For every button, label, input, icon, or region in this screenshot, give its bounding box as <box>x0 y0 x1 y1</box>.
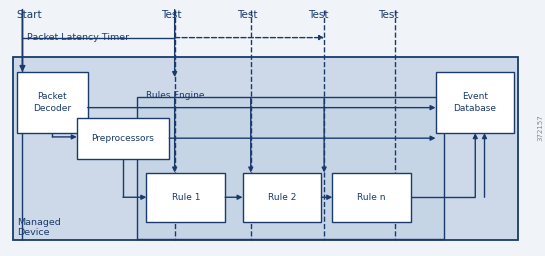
Text: Preprocessors: Preprocessors <box>92 134 154 143</box>
Text: Test: Test <box>308 10 328 20</box>
Text: Test: Test <box>237 10 258 20</box>
Text: Managed
Device: Managed Device <box>17 218 60 237</box>
Bar <box>147 173 225 222</box>
Bar <box>77 118 169 158</box>
Bar <box>137 98 444 239</box>
Text: Rule n: Rule n <box>358 193 386 202</box>
Text: Test: Test <box>161 10 181 20</box>
Text: Rules Engine: Rules Engine <box>147 91 205 100</box>
Text: Event
Database: Event Database <box>453 92 496 113</box>
Bar <box>332 173 411 222</box>
Text: Packet Latency Timer: Packet Latency Timer <box>27 33 129 42</box>
Bar <box>243 173 322 222</box>
Text: Rule 1: Rule 1 <box>172 193 200 202</box>
Text: Rule 2: Rule 2 <box>268 193 296 202</box>
Bar <box>17 72 88 133</box>
Text: Test: Test <box>379 10 399 20</box>
Bar <box>13 57 518 240</box>
Text: Packet
Decoder: Packet Decoder <box>33 92 71 113</box>
Text: Start: Start <box>16 10 41 20</box>
Bar <box>435 72 514 133</box>
Text: 372157: 372157 <box>537 115 543 141</box>
